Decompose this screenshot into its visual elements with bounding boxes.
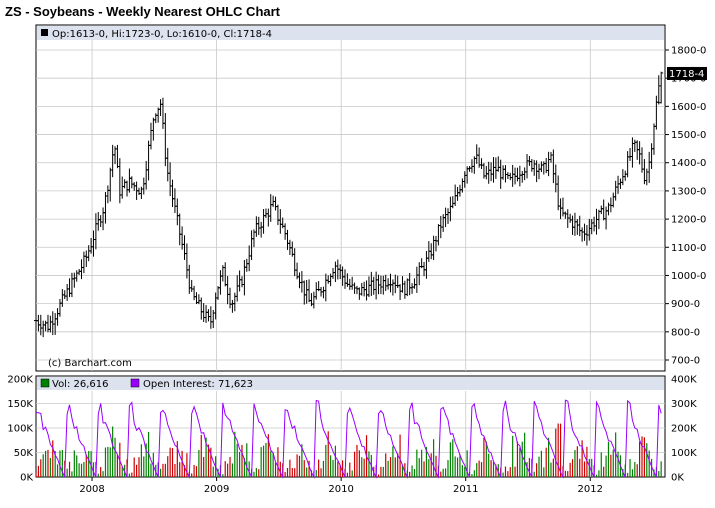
- price-gridlines: [36, 40, 665, 371]
- price-tick-label: 1600-0: [671, 102, 706, 113]
- price-tick-label: 1100-0: [671, 243, 706, 254]
- volume-tick-label-right: 200K: [671, 424, 697, 435]
- time-tick-label: 2011: [453, 484, 478, 495]
- volume-tick-label-left: 100K: [7, 424, 33, 435]
- volume-bars: [35, 423, 662, 477]
- price-tick-label: 700-0: [671, 356, 700, 367]
- volume-tick-label-right: 300K: [671, 399, 697, 410]
- volume-panel: [35, 375, 666, 478]
- open-interest-line: [35, 399, 662, 479]
- volume-tick-label-right: 0K: [671, 473, 684, 484]
- price-tick-label: 1500-0: [671, 130, 706, 141]
- time-axis: 2008 2009 2010 2011 2012: [79, 477, 603, 495]
- price-tick-label: 1200-0: [671, 215, 706, 226]
- ohlc-legend-swatch: [41, 29, 48, 36]
- price-tick-label: 1400-0: [671, 158, 706, 169]
- volume-tick-label-left: 200K: [7, 375, 33, 386]
- time-tick-label: 2008: [79, 484, 104, 495]
- volume-legend-text: Vol: 26,616: [52, 379, 109, 390]
- price-panel: [35, 24, 666, 372]
- chart-title: ZS - Soybeans - Weekly Nearest OHLC Char…: [5, 4, 281, 19]
- price-tick-label: 800-0: [671, 327, 700, 338]
- last-price-tag: [667, 66, 707, 80]
- time-tick-label: 2009: [204, 484, 229, 495]
- time-tick-label: 2012: [578, 484, 603, 495]
- ohlc-bars: [34, 71, 664, 338]
- volume-tick-label-right: 400K: [671, 375, 697, 386]
- price-tick-label: 1000-0: [671, 271, 706, 282]
- price-tick-label: 1300-0: [671, 186, 706, 197]
- price-axis-labels: 700-0 800-0 900-0 1000-0 1100-0 1200-0 1300-0 1…: [665, 46, 706, 367]
- volume-legend-bar: [37, 377, 664, 390]
- volume-axis-labels: 0K 0K 50K 100K 100K 200K 150K 300K 200K 400K: [7, 375, 697, 484]
- ohlc-legend-text: Op:1613-0, Hi:1723-0, Lo:1610-0, Cl:1718…: [52, 29, 272, 40]
- volume-tick-label-left: 50K: [14, 448, 34, 459]
- price-tick-label: 1800-0: [671, 46, 706, 57]
- volume-tick-label-left: 0K: [20, 473, 33, 484]
- price-tick-label: 900-0: [671, 299, 700, 310]
- last-price-tag-label: 1718-4: [669, 69, 704, 80]
- open-interest-legend-text: Open Interest: 71,623: [143, 379, 253, 390]
- volume-tick-label-left: 150K: [7, 399, 33, 410]
- price-legend-bar: [37, 26, 664, 40]
- volume-legend-swatch: [40, 378, 50, 388]
- open-interest-legend-swatch: [130, 378, 140, 388]
- copyright-label: (c) Barchart.com: [48, 358, 132, 369]
- time-tick-label: 2010: [328, 484, 353, 495]
- volume-tick-label-right: 100K: [671, 448, 697, 459]
